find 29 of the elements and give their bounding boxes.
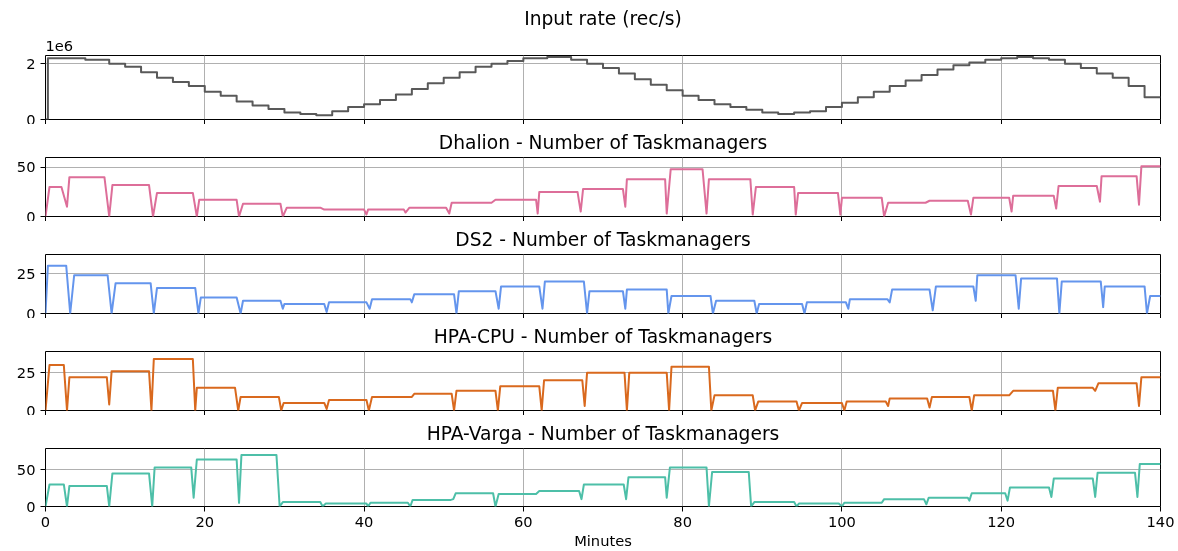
y-tick-label: 2 [26, 54, 36, 72]
chart-title: Dhalion - Number of Taskmanagers [438, 131, 768, 153]
line-series [45, 454, 1161, 507]
y-tick-label: 0 [26, 304, 36, 322]
y-tick-label: 0 [26, 401, 36, 419]
x-tick-label: 80 [673, 512, 692, 530]
text: 1e6 [45, 36, 74, 54]
chart-title: HPA-Varga - Number of Taskmanagers [426, 422, 780, 444]
x-axis-title: Minutes [574, 531, 632, 549]
y-tick-label: 0 [26, 207, 36, 225]
line-series [45, 264, 1161, 314]
chart-title: DS2 - Number of Taskmanagers [455, 228, 751, 250]
y-tick-label: 50 [16, 158, 36, 176]
x-tick-label: 20 [195, 512, 215, 530]
x-tick-label: 140 [1146, 512, 1175, 530]
y-tick-label: 25 [16, 363, 36, 381]
chart-title: HPA-CPU - Number of Taskmanagers [433, 325, 773, 347]
y-tick-label: 25 [16, 264, 36, 282]
x-tick-label: 100 [827, 512, 856, 530]
x-tick-label: 120 [987, 512, 1016, 530]
line-series [45, 358, 1161, 411]
y-tick-label: 50 [16, 460, 36, 478]
y-tick-label: 0 [26, 110, 36, 128]
y-tick-label: 0 [26, 497, 36, 515]
x-tick-label: 40 [354, 512, 374, 530]
x-tick-label: 60 [514, 512, 533, 530]
x-tick-label: 0 [40, 512, 51, 530]
line-series [45, 165, 1161, 217]
chart-title: Input rate (rec/s) [524, 7, 682, 29]
